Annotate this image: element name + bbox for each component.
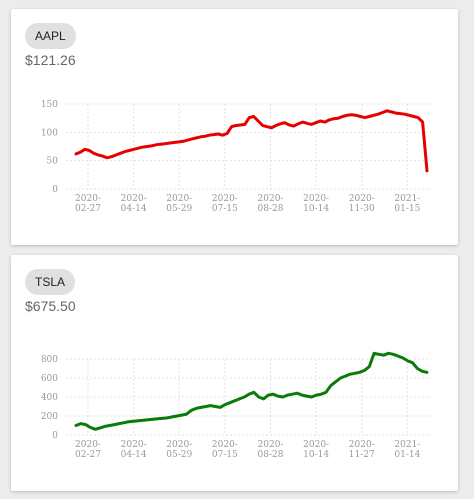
x-tick-label-year: 2021-: [394, 440, 420, 450]
x-tick-label: 2020-08-28: [258, 440, 284, 460]
series-line: [74, 109, 429, 173]
x-tick-label-date: 02-27: [75, 204, 101, 214]
y-tick-label: 150: [41, 100, 58, 110]
x-tick-label-date: 02-27: [75, 450, 101, 460]
y-tick-label: 200: [41, 412, 58, 422]
x-tick-label-year: 2020-: [303, 440, 329, 450]
tsla-line-chart: 02004006008002020-02-272020-04-142020-05…: [41, 351, 431, 460]
x-tick-label-date: 04-14: [121, 204, 147, 214]
y-tick-label: 100: [41, 128, 58, 138]
y-tick-label: 50: [47, 157, 59, 167]
x-tick-label-year: 2020-: [212, 440, 238, 450]
y-tick-label: 0: [52, 185, 58, 195]
x-tick-label-year: 2021-: [394, 194, 420, 204]
x-tick-label: 2020-10-14: [303, 194, 329, 214]
x-tick-label-year: 2020-: [121, 440, 147, 450]
x-tick-label: 2021-01-14: [394, 440, 420, 460]
aapl-symbol-chip[interactable]: AAPL: [25, 23, 76, 49]
x-tick-label-date: 01-14: [394, 450, 420, 460]
series-line: [74, 351, 429, 431]
tsla-card: TSLA $675.50 0 200 400 600 800 2020-02-27 2020…: [11, 255, 458, 491]
y-tick-label: 800: [41, 355, 58, 365]
tsla-price: $675.50: [25, 298, 76, 314]
x-tick-label-date: 07-15: [212, 204, 238, 214]
x-tick-label: 2020-02-27: [75, 440, 101, 460]
y-tick-label: 400: [41, 393, 58, 403]
x-tick-label: 2020-04-14: [121, 440, 147, 460]
x-tick-label: 2020-07-15: [212, 194, 238, 214]
x-tick-label-year: 2020-: [258, 440, 284, 450]
x-tick-label-year: 2020-: [121, 194, 147, 204]
x-tick-label-date: 05-29: [166, 204, 192, 214]
x-tick-label: 2020-11-30: [349, 194, 375, 214]
x-tick-label-year: 2020-: [166, 194, 192, 204]
x-tick-label-year: 2020-: [75, 194, 101, 204]
y-tick-label: 0: [52, 431, 58, 441]
aapl-line-chart: 0501001502020-02-272020-04-142020-05-292…: [41, 100, 431, 214]
x-tick-label: 2020-08-28: [258, 194, 284, 214]
x-tick-label-year: 2020-: [75, 440, 101, 450]
x-tick-label-year: 2020-: [303, 194, 329, 204]
x-tick-label: 2020-04-14: [121, 194, 147, 214]
x-tick-label-year: 2020-: [166, 440, 192, 450]
aapl-price: $121.26: [25, 52, 76, 68]
x-tick-label-date: 10-14: [303, 204, 329, 214]
x-tick-label: 2020-10-14: [303, 440, 329, 460]
x-tick-label-date: 10-14: [303, 450, 329, 460]
x-tick-label: 2020-02-27: [75, 194, 101, 214]
x-tick-label-date: 11-30: [349, 204, 375, 214]
x-tick-label-year: 2020-: [212, 194, 238, 204]
tsla-symbol-chip[interactable]: TSLA: [25, 269, 76, 295]
x-tick-label-date: 08-28: [258, 450, 284, 460]
x-tick-label-year: 2020-: [349, 440, 375, 450]
x-tick-label-year: 2020-: [258, 194, 284, 204]
x-tick-label-date: 08-28: [258, 204, 284, 214]
x-tick-label-date: 11-27: [349, 450, 375, 460]
x-tick-label: 2020-05-29: [166, 440, 192, 460]
aapl-card: AAPL $121.26 0 50 100 150 2020-02-27 2020-04-…: [11, 9, 458, 245]
x-tick-label: 2020-11-27: [349, 440, 375, 460]
x-tick-label-year: 2020-: [349, 194, 375, 204]
x-tick-label: 2021-01-15: [394, 194, 420, 214]
x-tick-label-date: 01-15: [394, 204, 420, 214]
y-tick-label: 600: [41, 374, 58, 384]
x-tick-label-date: 04-14: [121, 450, 147, 460]
x-tick-label: 2020-05-29: [166, 194, 192, 214]
x-tick-label: 2020-07-15: [212, 440, 238, 460]
x-tick-label-date: 07-15: [212, 450, 238, 460]
x-tick-label-date: 05-29: [166, 450, 192, 460]
